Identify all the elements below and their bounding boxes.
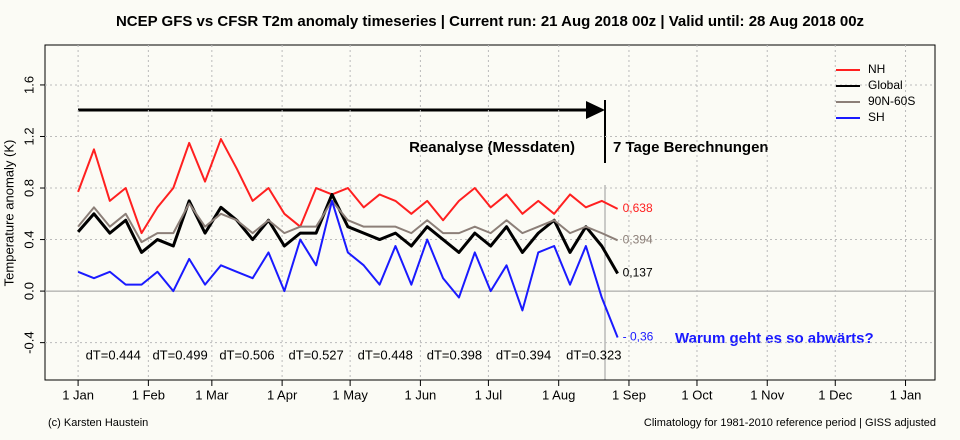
plot-area [44,44,936,381]
x-tick-label: 1 Jan [62,387,94,402]
x-tick-label: 1 Oct [681,387,712,402]
x-tick-label: 1 Dec [818,387,852,402]
y-tick-label: -0.4 [21,331,36,353]
dt-label: dT=0.394 [496,347,551,362]
line-series [77,199,619,338]
line-series [76,192,619,275]
line-series [77,199,619,244]
annotation: 7 Tage Berechnungen [613,139,769,156]
y-tick-label: 0.8 [21,179,36,197]
x-tick-label: 1 Jan [890,387,922,402]
dt-label: dT=0.527 [288,347,343,362]
credit: (c) Karsten Haustein [48,417,148,429]
value-label: 0,394 [623,233,653,247]
footnote: Climatology for 1981-2010 reference peri… [644,417,936,429]
y-axis-label: Temperature anomaly (K) [1,140,16,287]
dt-label: dT=0.506 [219,347,274,362]
x-tick-label: 1 Nov [750,387,784,402]
dt-label: dT=0.398 [427,347,482,362]
legend-label: 90N-60S [868,94,915,108]
dt-label: dT=0.499 [152,347,207,362]
x-tick-label: 1 Sep [612,387,646,402]
arrow-head [586,101,605,119]
annotation: Warum geht es so abwärts? [675,330,874,347]
legend-label: SH [868,110,885,124]
chart-title: NCEP GFS vs CFSR T2m anomaly timeseries … [116,13,864,30]
y-tick-label: 1.2 [21,127,36,145]
line-series [77,138,619,235]
y-tick-label: 1.6 [21,76,36,94]
x-tick-label: 1 Jun [404,387,436,402]
legend-label: NH [868,62,885,76]
x-tick-label: 1 Aug [542,387,575,402]
value-label: 0,638 [623,201,653,215]
x-tick-label: 1 Mar [195,387,229,402]
x-tick-label: 1 Apr [267,387,298,402]
y-tick-label: 0.0 [21,282,36,300]
x-tick-label: 1 May [332,387,368,402]
x-tick-label: 1 Feb [132,387,165,402]
value-label: - 0,36 [623,330,654,344]
dt-label: dT=0.444 [86,347,141,362]
legend-label: Global [868,78,903,92]
value-label: 0,137 [623,266,653,280]
y-tick-label: 0.4 [21,231,36,249]
dt-label: dT=0.448 [358,347,413,362]
annotation: Reanalyse (Messdaten) [409,139,575,156]
dt-label: dT=0.323 [566,347,621,362]
x-tick-label: 1 Jul [475,387,503,402]
